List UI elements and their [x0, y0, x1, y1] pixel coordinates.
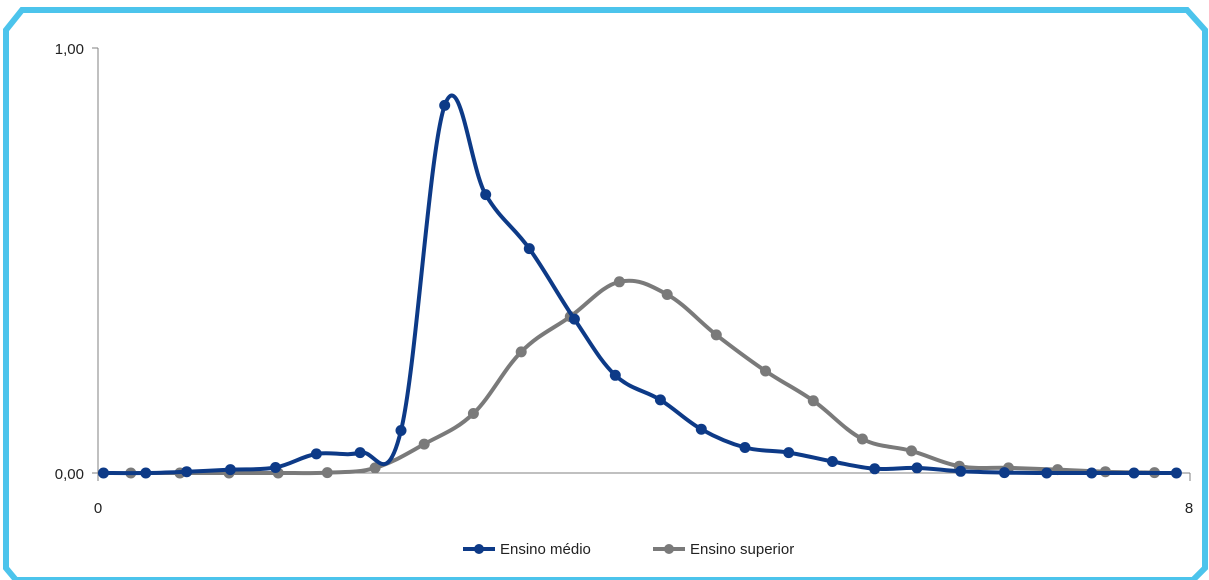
y-tick-label-top: 1,00 [55, 41, 84, 58]
data-point-ensino-medio-17 [826, 456, 838, 467]
data-point-ensino-medio-1 [140, 467, 152, 479]
x-tick-label-right: 8 [1185, 500, 1193, 517]
data-point-ensino-superior-12 [710, 329, 722, 341]
y-tick-label-bottom: 0,00 [55, 466, 84, 483]
legend-marker-ensino-medio [474, 544, 484, 554]
legend-item-ensino-superior: Ensino superior [653, 541, 794, 558]
legend-label-ensino-superior: Ensino superior [690, 541, 794, 558]
data-point-ensino-medio-18 [869, 463, 881, 475]
data-point-ensino-medio-8 [439, 99, 451, 111]
data-point-ensino-medio-16 [783, 447, 795, 459]
legend-marker-ensino-superior [664, 544, 674, 554]
data-point-ensino-medio-10 [523, 243, 535, 255]
data-point-ensino-superior-4 [321, 467, 333, 479]
data-point-ensino-medio-22 [1041, 467, 1053, 479]
series-line-ensino-medio [101, 93, 1179, 476]
data-point-ensino-medio-12 [609, 369, 621, 381]
data-point-ensino-superior-15 [856, 433, 868, 445]
data-point-ensino-superior-8 [515, 346, 527, 358]
series-layer [98, 93, 1182, 479]
data-point-ensino-medio-25 [1170, 467, 1182, 479]
data-point-ensino-medio-15 [739, 442, 751, 453]
data-point-ensino-medio-13 [654, 394, 666, 406]
x-tick-label-left: 0 [94, 500, 102, 517]
data-point-ensino-superior-10 [613, 276, 625, 288]
legend: Ensino médio Ensino superior [463, 541, 794, 558]
legend-label-ensino-medio: Ensino médio [500, 541, 591, 558]
data-point-ensino-medio-20 [955, 465, 967, 477]
data-point-ensino-superior-5 [369, 462, 381, 474]
data-point-ensino-medio-11 [568, 313, 580, 325]
data-point-ensino-medio-6 [354, 447, 366, 459]
data-point-ensino-medio-2 [181, 466, 193, 478]
series-ensino-medio [98, 93, 1182, 479]
data-point-ensino-medio-7 [395, 425, 407, 436]
series-line-ensino-superior [128, 278, 1157, 476]
data-point-ensino-medio-21 [998, 467, 1010, 479]
legend-item-ensino-medio: Ensino médio [463, 541, 591, 558]
data-point-ensino-superior-6 [418, 438, 430, 450]
data-point-ensino-medio-4 [270, 462, 281, 473]
data-point-ensino-superior-13 [760, 365, 771, 377]
data-point-ensino-medio-24 [1128, 467, 1140, 479]
data-point-ensino-superior-16 [906, 445, 917, 457]
data-point-ensino-superior-7 [467, 408, 479, 419]
data-point-ensino-medio-3 [224, 464, 236, 476]
data-point-ensino-superior-14 [807, 395, 819, 407]
data-point-ensino-medio-9 [480, 189, 492, 201]
chart-frame [2, 7, 1208, 580]
data-point-ensino-superior-11 [661, 289, 673, 300]
data-point-ensino-medio-0 [98, 467, 109, 479]
data-point-ensino-medio-14 [695, 423, 707, 435]
data-point-ensino-medio-19 [911, 462, 923, 474]
data-point-ensino-medio-5 [310, 448, 322, 460]
data-point-ensino-medio-23 [1086, 467, 1098, 479]
